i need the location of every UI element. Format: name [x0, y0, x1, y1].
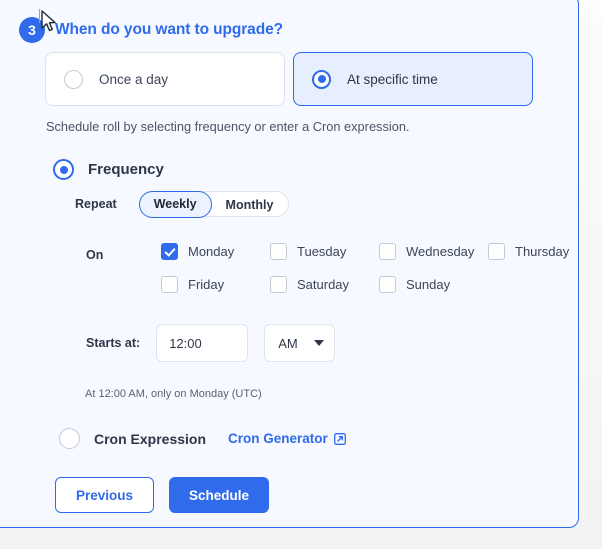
meridiem-value: AM: [278, 335, 298, 351]
page-title: When do you want to upgrade?: [55, 21, 283, 38]
option-label-once-a-day: Once a day: [99, 71, 169, 87]
day-item-wednesday[interactable]: Wednesday: [379, 243, 488, 260]
previous-button[interactable]: Previous: [55, 477, 154, 513]
checkbox-saturday[interactable]: [270, 276, 287, 293]
day-item-tuesday[interactable]: Tuesday: [270, 243, 379, 260]
checkbox-monday[interactable]: [161, 243, 178, 260]
chevron-down-icon: [314, 340, 325, 346]
radio-once-a-day[interactable]: [64, 69, 83, 89]
day-item-thursday[interactable]: Thursday: [488, 243, 597, 260]
starts-at-label: Starts at:: [86, 336, 141, 350]
frequency-title: Frequency: [88, 161, 164, 178]
checkbox-sunday[interactable]: [379, 276, 396, 293]
day-item-saturday[interactable]: Saturday: [270, 276, 379, 293]
helper-text: Schedule roll by selecting frequency or …: [46, 119, 410, 134]
schedule-summary-text: At 12:00 AM, only on Monday (UTC): [85, 388, 262, 400]
radio-frequency[interactable]: [53, 159, 74, 180]
step-header: 3 When do you want to upgrade?: [19, 17, 283, 43]
repeat-segmented-control[interactable]: Weekly Monthly: [138, 190, 290, 218]
days-row-1: Monday Tuesday Wednesday Thursday: [161, 243, 581, 260]
day-item-sunday[interactable]: Sunday: [379, 276, 488, 293]
card-inner: 3 When do you want to upgrade? Once a da…: [1, 1, 580, 529]
days-row-2: Friday Saturday Sunday: [161, 276, 581, 293]
cron-generator-link[interactable]: Cron Generator: [228, 431, 346, 446]
checkbox-thursday[interactable]: [488, 243, 505, 260]
schedule-wizard-card: 3 When do you want to upgrade? Once a da…: [0, 0, 579, 528]
footer-buttons: Previous Schedule: [55, 477, 269, 513]
option-card-once-a-day[interactable]: Once a day: [45, 52, 285, 106]
checkbox-friday[interactable]: [161, 276, 178, 293]
external-link-icon: [333, 432, 346, 445]
day-label-wednesday: Wednesday: [406, 244, 475, 259]
starts-at-row: Starts at: AM: [86, 324, 336, 362]
day-label-saturday: Saturday: [297, 277, 350, 292]
meridiem-select[interactable]: AM: [264, 324, 336, 362]
frequency-section-header[interactable]: Frequency: [53, 159, 164, 180]
cron-generator-label: Cron Generator: [228, 431, 328, 446]
day-item-monday[interactable]: Monday: [161, 243, 270, 260]
cron-expression-label: Cron Expression: [94, 430, 207, 447]
day-label-monday: Monday: [188, 244, 235, 259]
checkbox-wednesday[interactable]: [379, 243, 396, 260]
repeat-label: Repeat: [75, 197, 117, 211]
step-number-badge: 3: [19, 17, 45, 43]
schedule-button[interactable]: Schedule: [169, 477, 269, 513]
day-item-friday[interactable]: Friday: [161, 276, 270, 293]
schedule-option-group: Once a day At specific time: [45, 52, 533, 106]
option-card-at-specific-time[interactable]: At specific time: [293, 52, 533, 106]
day-label-thursday: Thursday: [515, 244, 570, 259]
day-label-friday: Friday: [188, 277, 225, 292]
option-label-at-specific-time: At specific time: [347, 71, 438, 87]
radio-cron-expression[interactable]: [59, 428, 80, 449]
segment-monthly[interactable]: Monthly: [225, 198, 274, 212]
day-label-sunday: Sunday: [406, 277, 451, 292]
segment-weekly[interactable]: Weekly: [138, 190, 212, 218]
on-label: On: [86, 248, 104, 262]
checkbox-tuesday[interactable]: [270, 243, 287, 260]
day-label-tuesday: Tuesday: [297, 244, 347, 259]
days-checkbox-grid: Monday Tuesday Wednesday Thursday: [161, 243, 581, 309]
repeat-row: Repeat Weekly Monthly: [75, 190, 290, 218]
radio-at-specific-time[interactable]: [312, 69, 331, 89]
cron-expression-row: Cron Expression Cron Generator: [59, 428, 346, 449]
time-input[interactable]: [156, 324, 249, 362]
